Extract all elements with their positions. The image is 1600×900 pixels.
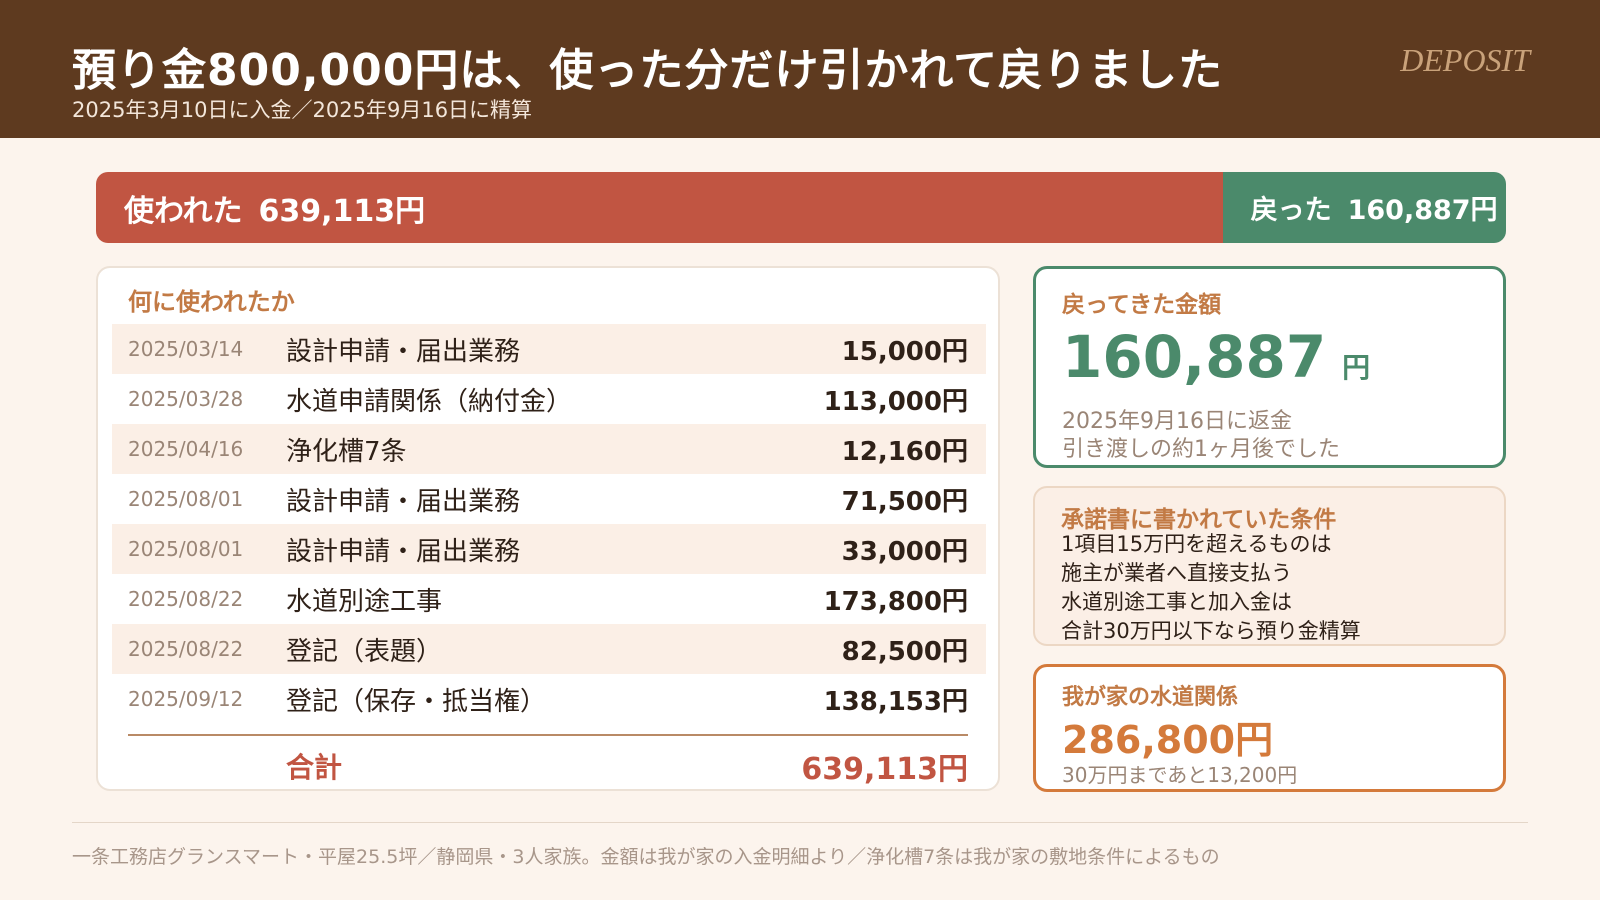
ledger-rows: 2025/03/14 設計申請・届出業務 15,000円 2025/03/28 … [112, 324, 986, 724]
row-amount: 173,800円 [823, 586, 968, 617]
ledger-row: 2025/08/01 設計申請・届出業務 33,000円 [112, 524, 986, 574]
row-date: 2025/08/22 [128, 637, 244, 661]
row-amount: 71,500円 [841, 486, 968, 517]
ledger-heading: 何に使われたか [128, 288, 295, 316]
ledger-row: 2025/08/22 水道別途工事 173,800円 [112, 574, 986, 624]
total-label: 合計 [286, 751, 343, 784]
row-amount: 113,000円 [823, 386, 968, 417]
row-item: 水道別途工事 [286, 586, 443, 617]
returned-card-note-date: 2025年9月16日に返金 [1062, 409, 1292, 434]
used-amount: 639,113円 [258, 193, 426, 229]
row-amount: 82,500円 [841, 636, 968, 667]
deposit-tag: DEPOSIT [1400, 42, 1530, 78]
row-item: 浄化槽7条 [286, 436, 407, 467]
row-item: 水道申請関係（納付金） [286, 386, 573, 417]
row-item: 設計申請・届出業務 [286, 536, 521, 567]
row-item: 設計申請・届出業務 [286, 336, 521, 367]
used-label: 使われた [124, 193, 243, 229]
total-value: 639,113円 [801, 752, 968, 787]
row-item: 設計申請・届出業務 [286, 486, 521, 517]
deposit-split-bar: 使われた 639,113円 戻った 160,887円 [96, 172, 1506, 243]
ledger-row: 2025/09/12 登記（保存・抵当権） 138,153円 [112, 674, 986, 724]
ledger-total: 合計 639,113円 [128, 744, 968, 788]
row-date: 2025/08/01 [128, 537, 244, 561]
row-date: 2025/08/22 [128, 587, 244, 611]
returned-card-number: 160,887 [1062, 323, 1327, 391]
row-item: 登記（表題） [286, 636, 443, 667]
used-segment: 使われた 639,113円 [96, 172, 1223, 243]
row-date: 2025/03/14 [128, 337, 244, 361]
terms-card-lines: 1項目15万円を超えるものは 施主が業者へ直接支払う 水道別途工事と加入金は 合… [1061, 530, 1361, 646]
returned-segment: 戻った 160,887円 [1222, 172, 1506, 243]
row-item: 登記（保存・抵当権） [286, 686, 547, 717]
terms-line: 1項目15万円を超えるものは [1061, 532, 1332, 556]
returned-label: 戻った [1250, 195, 1332, 226]
ledger-row: 2025/08/01 設計申請・届出業務 71,500円 [112, 474, 986, 524]
returned-card-amount: 160,887 円 [1062, 323, 1370, 391]
footer-note: 一条工務店グランスマート・平屋25.5坪／静岡県・3人家族。金額は我が家の入金明… [72, 846, 1220, 868]
row-amount: 12,160円 [841, 436, 968, 467]
water-card: 我が家の水道関係 286,800円 30万円まであと13,200円 [1033, 664, 1506, 792]
row-amount: 138,153円 [823, 686, 968, 717]
row-amount: 15,000円 [841, 336, 968, 367]
returned-amount-card: 戻ってきた金額 160,887 円 2025年9月16日に返金 引き渡しの約1ヶ… [1033, 266, 1506, 468]
row-date: 2025/09/12 [128, 687, 244, 711]
water-card-note: 30万円まであと13,200円 [1062, 763, 1298, 787]
row-date: 2025/08/01 [128, 487, 244, 511]
row-date: 2025/03/28 [128, 387, 244, 411]
page-title: 預り金800,000円は、使った分だけ引かれて戻りました [72, 45, 1224, 96]
water-card-value: 286,800円 [1062, 718, 1274, 762]
ledger-row: 2025/04/16 浄化槽7条 12,160円 [112, 424, 986, 474]
terms-line: 施主が業者へ直接支払う [1061, 561, 1292, 585]
page-subtitle: 2025年3月10日に入金／2025年9月16日に精算 [72, 98, 533, 122]
header: 預り金800,000円は、使った分だけ引かれて戻りました 2025年3月10日に… [0, 0, 1600, 138]
returned-amount: 160,887円 [1347, 195, 1498, 226]
terms-line: 合計30万円以下なら預り金精算 [1061, 619, 1361, 643]
expense-ledger: 何に使われたか 2025/03/14 設計申請・届出業務 15,000円 202… [96, 266, 1000, 791]
row-amount: 33,000円 [841, 536, 968, 567]
returned-card-note-timing: 引き渡しの約1ヶ月後でした [1062, 437, 1340, 462]
returned-card-label: 戻ってきた金額 [1062, 292, 1222, 318]
total-divider [128, 734, 968, 736]
terms-line: 水道別途工事と加入金は [1061, 590, 1292, 614]
ledger-row: 2025/03/28 水道申請関係（納付金） 113,000円 [112, 374, 986, 424]
terms-card-label: 承諾書に書かれていた条件 [1061, 507, 1337, 533]
row-date: 2025/04/16 [128, 437, 244, 461]
ledger-row: 2025/08/22 登記（表題） 82,500円 [112, 624, 986, 674]
ledger-row: 2025/03/14 設計申請・届出業務 15,000円 [112, 324, 986, 374]
water-card-label: 我が家の水道関係 [1062, 685, 1239, 710]
returned-card-unit: 円 [1342, 351, 1371, 384]
terms-card: 承諾書に書かれていた条件 1項目15万円を超えるものは 施主が業者へ直接支払う … [1033, 486, 1506, 646]
footer-divider [72, 822, 1528, 823]
